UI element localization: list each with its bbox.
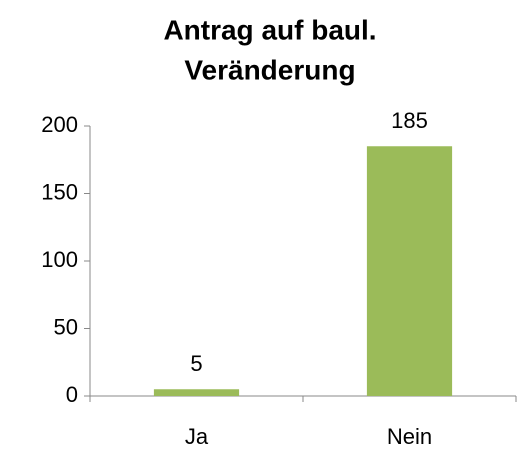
bar	[366, 146, 453, 396]
data-label: 185	[391, 108, 428, 133]
y-tick-label: 50	[54, 314, 78, 339]
chart-title: Veränderung	[184, 54, 355, 85]
data-label: 5	[190, 351, 202, 376]
x-tick-label: Ja	[185, 424, 209, 449]
y-tick-label: 150	[41, 179, 78, 204]
y-tick-label: 0	[66, 382, 78, 407]
y-tick-label: 200	[41, 112, 78, 137]
chart-title: Antrag auf baul.	[163, 14, 376, 45]
bar	[153, 389, 240, 396]
x-tick-label: Nein	[387, 424, 432, 449]
y-tick-label: 100	[41, 247, 78, 272]
